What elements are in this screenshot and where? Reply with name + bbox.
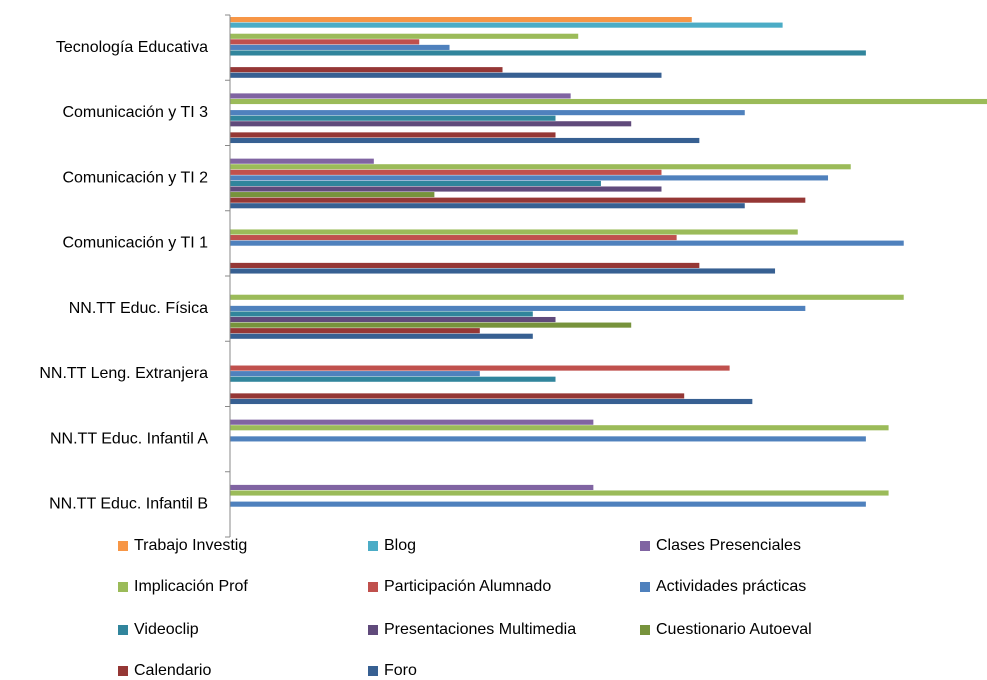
bar	[230, 33, 579, 39]
bar	[230, 180, 601, 187]
bar	[230, 22, 783, 28]
bar	[230, 137, 700, 144]
legend-swatch	[640, 541, 650, 551]
legend-swatch	[368, 582, 378, 592]
bar	[230, 436, 866, 442]
bar	[230, 419, 594, 425]
bar	[230, 305, 806, 311]
bar	[230, 169, 662, 175]
bar	[230, 268, 776, 274]
legend-swatch	[118, 625, 128, 635]
bar	[230, 484, 594, 491]
bar	[230, 39, 420, 45]
bar	[230, 393, 685, 399]
bar	[230, 322, 632, 328]
bar	[230, 235, 677, 241]
legend-label: Foro	[384, 662, 417, 679]
legend-swatch	[368, 541, 378, 551]
legend-swatch	[368, 666, 378, 676]
bar	[230, 501, 866, 507]
bar	[230, 175, 829, 181]
bar	[230, 229, 798, 235]
bar	[230, 262, 700, 268]
legend-label: Implicación Prof	[134, 578, 248, 595]
bar	[230, 311, 533, 317]
legend-swatch	[118, 582, 128, 592]
legend-label: Cuestionario Autoeval	[656, 621, 812, 638]
legend-label: Trabajo Investig	[134, 537, 247, 554]
bar	[230, 67, 503, 73]
legend-swatch	[640, 625, 650, 635]
bar	[230, 240, 904, 246]
category-label: Comunicación y TI 3	[62, 104, 208, 121]
bar	[230, 186, 662, 192]
legend-swatch	[368, 625, 378, 635]
bar	[230, 158, 374, 164]
category-label: Tecnología Educativa	[56, 39, 208, 56]
bar	[230, 110, 745, 116]
bar	[230, 44, 450, 50]
legend-label: Videoclip	[134, 621, 199, 638]
bar	[230, 376, 556, 382]
bar	[230, 72, 662, 78]
legend-swatch	[118, 666, 128, 676]
bar	[230, 328, 480, 334]
bar	[230, 50, 866, 56]
bar	[230, 371, 480, 377]
bar	[230, 490, 889, 496]
legend-label: Blog	[384, 537, 416, 554]
legend-swatch	[118, 541, 128, 551]
legend-label: Actividades prácticas	[656, 578, 806, 595]
legend-label: Clases Presenciales	[656, 537, 801, 554]
bar	[230, 17, 692, 23]
bar	[230, 132, 556, 138]
bar	[230, 192, 435, 198]
bar	[230, 333, 533, 339]
legend-label: Presentaciones Multimedia	[384, 621, 576, 638]
bar	[230, 398, 753, 405]
bar	[230, 316, 556, 323]
category-label: NN.TT Educ. Infantil B	[49, 496, 208, 513]
bar	[230, 203, 745, 209]
bar	[230, 294, 904, 300]
category-label: Comunicación y TI 2	[62, 169, 208, 186]
bar	[230, 197, 806, 203]
category-label: NN.TT Leng. Extranjera	[39, 365, 208, 382]
legend-label: Participación Alumnado	[384, 578, 551, 595]
category-label: NN.TT Educ. Infantil A	[50, 430, 208, 447]
bar	[230, 98, 987, 105]
bar	[230, 425, 889, 431]
legend-swatch	[640, 582, 650, 592]
category-label: Comunicación y TI 1	[62, 235, 208, 252]
bar	[230, 115, 556, 121]
bar	[230, 365, 730, 371]
legend-label: Calendario	[134, 662, 211, 679]
bar	[230, 93, 571, 99]
category-label: NN.TT Educ. Física	[69, 300, 208, 317]
bar	[230, 164, 851, 170]
bar	[230, 121, 632, 127]
